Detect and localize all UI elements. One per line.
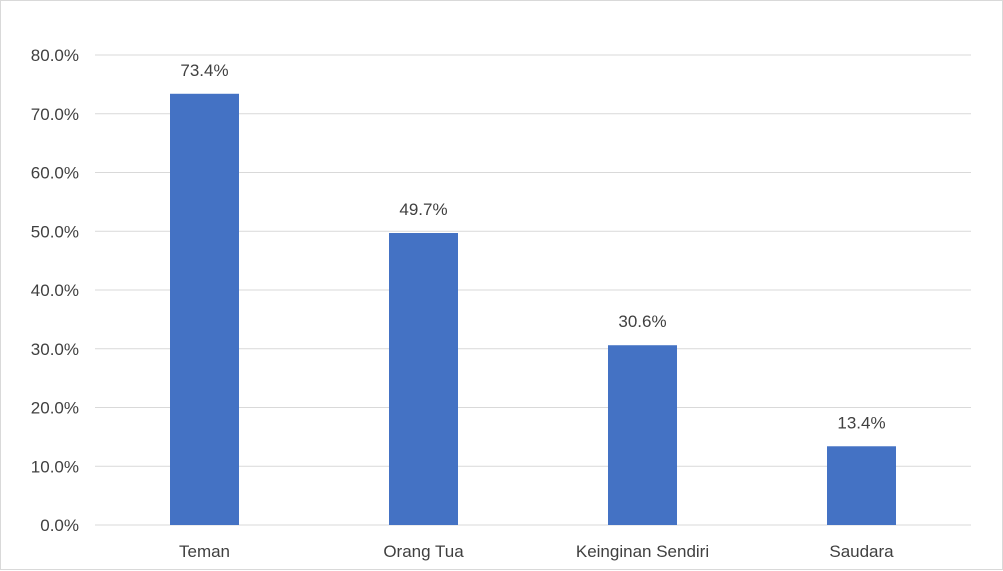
data-label: 73.4% — [180, 61, 228, 80]
bar-saudara — [827, 446, 896, 525]
y-tick-label: 70.0% — [31, 105, 79, 124]
y-tick-label: 20.0% — [31, 399, 79, 418]
y-tick-label: 50.0% — [31, 222, 79, 241]
x-category-label: Saudara — [829, 542, 894, 561]
y-tick-label: 10.0% — [31, 457, 79, 476]
y-tick-label: 30.0% — [31, 340, 79, 359]
x-category-label: Orang Tua — [383, 542, 464, 561]
x-category-label: Teman — [179, 542, 230, 561]
bar-orang-tua — [389, 233, 458, 525]
y-tick-label: 40.0% — [31, 281, 79, 300]
data-label: 49.7% — [399, 200, 447, 219]
x-category-label: Keinginan Sendiri — [576, 542, 709, 561]
y-tick-label: 80.0% — [31, 46, 79, 65]
bar-keinginan-sendiri — [608, 345, 677, 525]
y-tick-label: 0.0% — [40, 516, 79, 535]
y-tick-label: 60.0% — [31, 164, 79, 183]
data-label: 13.4% — [837, 413, 885, 432]
data-label: 30.6% — [618, 312, 666, 331]
bar-teman — [170, 93, 239, 526]
